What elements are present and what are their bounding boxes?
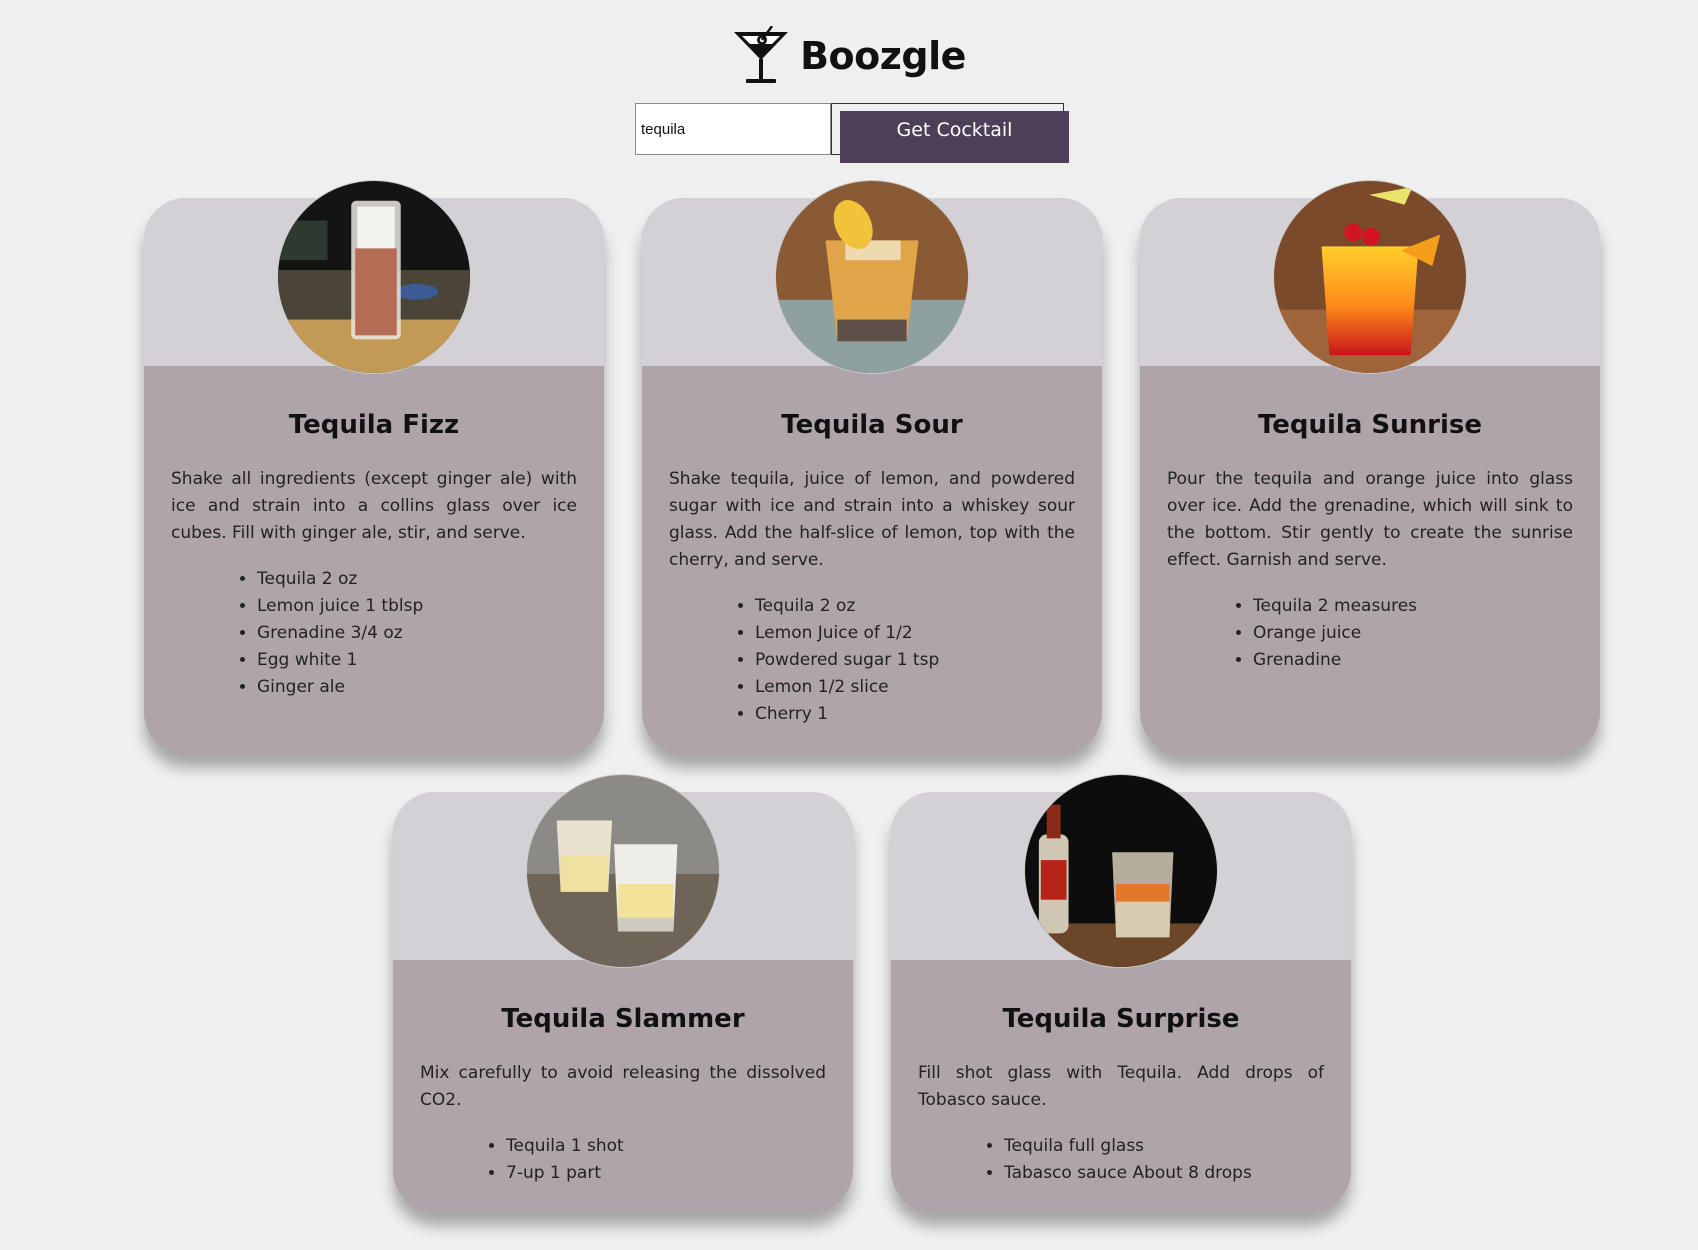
orange-red-sunrise-glass-photo (1273, 180, 1467, 374)
ingredient-item: Grenadine (1253, 647, 1417, 674)
cocktail-instructions: Pour the tequila and orange juice into g… (1167, 469, 1573, 570)
ingredient-item: 7-up 1 part (506, 1160, 624, 1187)
ingredient-item: Ginger ale (257, 674, 423, 701)
ingredient-item: Grenadine 3/4 oz (257, 620, 423, 647)
ingredient-item: Tequila 2 oz (257, 566, 423, 593)
ingredient-item: Cherry 1 (755, 701, 939, 728)
cocktail-name: Tequila Sunrise (1257, 410, 1483, 440)
ingredient-item: Tequila 2 oz (755, 593, 939, 620)
martini-glass-icon (732, 26, 790, 86)
ingredient-item: Orange juice (1253, 620, 1417, 647)
ingredient-list: Tequila 2 oz Lemon juice 1 tblsp Grenadi… (237, 566, 423, 701)
header: Boozgle (0, 26, 1698, 86)
two-frothy-shot-glasses-photo (526, 774, 720, 968)
cocktail-instructions: Fill shot glass with Tequila. Add drops … (918, 1063, 1324, 1110)
ingredient-item: Lemon 1/2 slice (755, 674, 939, 701)
ingredient-item: Powdered sugar 1 tsp (755, 647, 939, 674)
cocktail-card: Tequila Surprise Fill shot glass with Te… (891, 774, 1351, 1212)
cocktail-name: Tequila Surprise (1002, 1004, 1240, 1034)
cocktail-instructions: Mix carefully to avoid releasing the dis… (420, 1063, 826, 1110)
cocktail-card: Tequila Sour Shake tequila, juice of lem… (642, 180, 1102, 754)
cocktail-name: Tequila Fizz (288, 410, 460, 440)
ingredient-list: Tequila full glass Tabasco sauce About 8… (984, 1133, 1252, 1187)
ingredient-item: Lemon Juice of 1/2 (755, 620, 939, 647)
shot-glass-with-tabasco-photo (1024, 774, 1218, 968)
cocktail-card: Tequila Slammer Mix carefully to avoid r… (393, 774, 853, 1212)
ingredient-item: Tequila 2 measures (1253, 593, 1417, 620)
brand-title: Boozgle (800, 34, 966, 78)
get-cocktail-button[interactable]: Get Cocktail (840, 111, 1069, 163)
ingredient-list: Tequila 2 measures Orange juice Grenadin… (1233, 593, 1417, 674)
ingredient-item: Tabasco sauce About 8 drops (1004, 1160, 1252, 1187)
amber-whiskey-sour-glass-photo (775, 180, 969, 374)
get-cocktail-button-wrap: Get Cocktail (831, 103, 1071, 163)
search-bar: Get Cocktail (635, 103, 1071, 163)
tall-highball-pink-drink-photo (277, 180, 471, 374)
search-input[interactable] (635, 103, 831, 155)
cocktail-instructions: Shake all ingredients (except ginger ale… (171, 469, 577, 543)
ingredient-list: Tequila 2 oz Lemon Juice of 1/2 Powdered… (735, 593, 939, 728)
cocktail-instructions: Shake tequila, juice of lemon, and powde… (669, 469, 1075, 570)
cocktail-card: Tequila Sunrise Pour the tequila and ora… (1140, 180, 1600, 754)
ingredient-list: Tequila 1 shot 7-up 1 part (486, 1133, 624, 1187)
ingredient-item: Tequila full glass (1004, 1133, 1252, 1160)
ingredient-item: Egg white 1 (257, 647, 423, 674)
ingredient-item: Tequila 1 shot (506, 1133, 624, 1160)
ingredient-item: Lemon juice 1 tblsp (257, 593, 423, 620)
cocktail-card: Tequila Fizz Shake all ingredients (exce… (144, 180, 604, 754)
cocktail-name: Tequila Slammer (501, 1004, 745, 1034)
cocktail-name: Tequila Sour (781, 410, 963, 440)
